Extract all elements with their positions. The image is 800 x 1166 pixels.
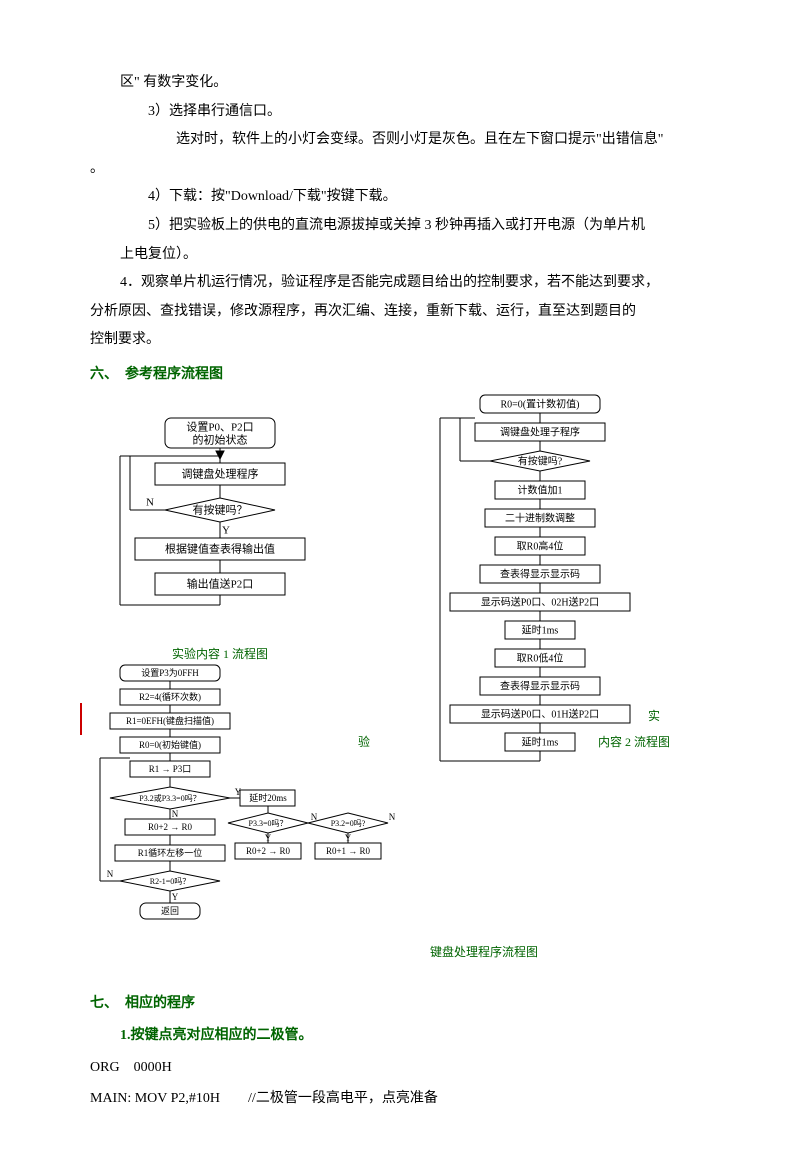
paragraph-3b: 。 <box>90 156 710 183</box>
paragraph-6b: 分析原因、查找错误，修改源程序，再次汇编、连接，重新下载、运行，直至达到题目的 <box>90 299 710 326</box>
code-instruction: MAIN: MOV P2,#10H <box>90 1091 220 1106</box>
svg-text:Y: Y <box>222 524 230 536</box>
svg-text:有按键吗？: 有按键吗？ <box>193 502 248 516</box>
code-label: ORG <box>90 1060 120 1075</box>
heading-six: 六、 参考程序流程图 <box>90 362 710 389</box>
svg-text:R0+2 → R0: R0+2 → R0 <box>148 822 193 832</box>
paragraph-6c: 控制要求。 <box>90 327 710 354</box>
sub-heading-1: 1.按键点亮对应相应的二极管。 <box>90 1023 710 1050</box>
svg-text:R2-1=0吗？: R2-1=0吗？ <box>150 876 191 885</box>
paragraph-3: 选对时，软件上的小灯会变绿。否则小灯是灰色。且在左下窗口提示"出错信息" <box>90 127 710 154</box>
svg-text:取R0高4位: 取R0高4位 <box>517 539 564 552</box>
svg-text:返回: 返回 <box>161 905 179 916</box>
red-marker <box>80 703 82 735</box>
svg-text:R0=0(置计数初值): R0=0(置计数初值) <box>501 397 580 410</box>
flowcharts-container: 设置P0、P2口 的初始状态 调键盘处理程序 有按键吗？ N Y 根据键值查表得… <box>90 393 710 983</box>
svg-text:N: N <box>172 809 179 819</box>
svg-text:Y: Y <box>235 787 242 797</box>
svg-text:根据键值查表得输出值: 根据键值查表得输出值 <box>165 541 275 555</box>
svg-text:P3.2或P3.3=0吗？: P3.2或P3.3=0吗？ <box>139 792 200 802</box>
code-line-1: ORG 0000H <box>90 1054 710 1082</box>
svg-text:延时20ms: 延时20ms <box>249 792 287 803</box>
svg-text:R0+1 → R0: R0+1 → R0 <box>326 846 371 856</box>
svg-text:显示码送P0口、01H送P2口: 显示码送P0口、01H送P2口 <box>481 707 599 720</box>
code-comment: //二极管一段高电平，点亮准备 <box>248 1091 438 1106</box>
svg-text:调键盘处理程序: 调键盘处理程序 <box>182 466 259 480</box>
svg-text:R1 → P3口: R1 → P3口 <box>149 764 192 774</box>
svg-text:N: N <box>389 812 396 822</box>
caption-2-mid: 实 <box>648 705 660 728</box>
svg-text:延时1ms: 延时1ms <box>522 624 559 636</box>
caption-2-right: 内容 2 流程图 <box>598 731 670 754</box>
svg-text:有按键吗?: 有按键吗? <box>518 454 563 467</box>
svg-text:查表得显示显示码: 查表得显示显示码 <box>500 679 580 692</box>
paragraph-4: 4）下载：按"Download/下载"按键下载。 <box>90 184 710 211</box>
svg-text:输出值送P2口: 输出值送P2口 <box>187 576 254 590</box>
svg-text:计数值加1: 计数值加1 <box>518 483 563 496</box>
svg-text:取R0低4位: 取R0低4位 <box>517 651 564 664</box>
paragraph-5: 5）把实验板上的供电的直流电源拔掉或关掉 3 秒钟再插入或打开电源（为单片机 <box>90 213 710 240</box>
svg-text:设置P0、P2口: 设置P0、P2口 <box>186 420 253 433</box>
svg-text:Y: Y <box>345 833 352 843</box>
paragraph-1: 区" 有数字变化。 <box>90 70 710 97</box>
paragraph-2: 3）选择串行通信口。 <box>90 99 710 126</box>
svg-text:查表得显示显示码: 查表得显示显示码 <box>500 567 580 580</box>
code-line-2: MAIN: MOV P2,#10H //二极管一段高电平，点亮准备 <box>90 1085 710 1113</box>
svg-text:N: N <box>146 496 154 508</box>
code-value: 0000H <box>134 1060 172 1075</box>
flowchart-1: 设置P0、P2口 的初始状态 调键盘处理程序 有按键吗？ N Y 根据键值查表得… <box>90 413 350 666</box>
heading-seven: 七、 相应的程序 <box>90 991 710 1018</box>
svg-text:调键盘处理子程序: 调键盘处理子程序 <box>500 425 580 438</box>
svg-text:N: N <box>311 812 318 822</box>
svg-text:N: N <box>107 869 114 879</box>
svg-text:P3.3=0吗？: P3.3=0吗？ <box>249 818 288 827</box>
svg-text:P3.2=0吗?: P3.2=0吗? <box>331 818 366 827</box>
svg-text:R1=0EFH(键盘扫描值): R1=0EFH(键盘扫描值) <box>126 715 214 726</box>
svg-text:R1循环左移一位: R1循环左移一位 <box>138 847 203 858</box>
paragraph-5b: 上电复位）。 <box>90 242 710 269</box>
svg-text:显示码送P0口、02H送P2口: 显示码送P0口、02H送P2口 <box>481 595 599 608</box>
flowchart-3: 设置P3为0FFH R2=4(循环次数) R1=0EFH(键盘扫描值) R0=0… <box>90 663 400 974</box>
svg-text:的初始状态: 的初始状态 <box>193 432 248 446</box>
caption-3: 键盘处理程序流程图 <box>430 941 538 964</box>
svg-text:设置P3为0FFH: 设置P3为0FFH <box>141 667 199 678</box>
svg-text:R0=0(初始键值): R0=0(初始键值) <box>139 739 201 750</box>
svg-text:R2=4(循环次数): R2=4(循环次数) <box>139 691 201 702</box>
svg-text:R0+2 → R0: R0+2 → R0 <box>246 846 291 856</box>
svg-text:二十进制数调整: 二十进制数调整 <box>505 511 575 524</box>
svg-text:Y: Y <box>172 892 179 902</box>
svg-text:Y: Y <box>265 833 272 843</box>
paragraph-6: 4．观察单片机运行情况，验证程序是否能完成题目给出的控制要求，若不能达到要求， <box>90 270 710 297</box>
svg-text:延时1ms: 延时1ms <box>522 736 559 748</box>
